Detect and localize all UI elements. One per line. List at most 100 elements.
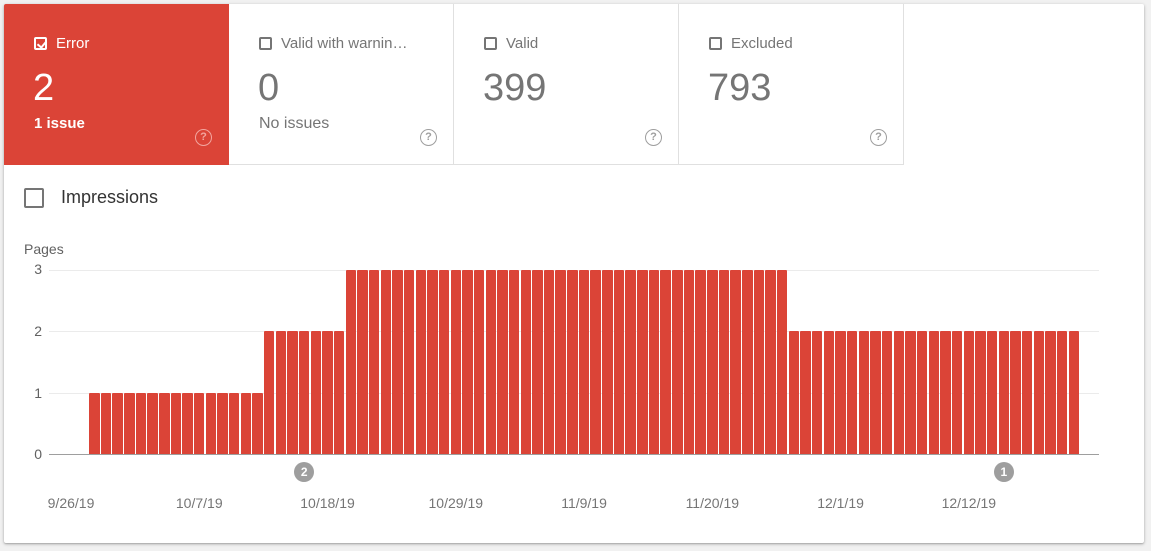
- checkbox-icon[interactable]: [24, 187, 44, 208]
- bar[interactable]: [683, 270, 695, 454]
- bar[interactable]: [916, 331, 928, 454]
- bar[interactable]: [765, 270, 776, 454]
- bar[interactable]: [881, 331, 893, 454]
- bar[interactable]: [182, 392, 193, 454]
- bar[interactable]: [368, 270, 380, 454]
- bar[interactable]: [730, 270, 741, 454]
- bar[interactable]: [975, 331, 986, 454]
- bar[interactable]: [753, 270, 765, 454]
- bar[interactable]: [893, 331, 905, 454]
- bar[interactable]: [951, 331, 963, 454]
- bar[interactable]: [823, 331, 835, 454]
- help-icon[interactable]: ?: [870, 129, 887, 146]
- bar[interactable]: [543, 270, 555, 454]
- bar[interactable]: [170, 392, 182, 454]
- bar[interactable]: [485, 270, 496, 454]
- bar[interactable]: [508, 270, 520, 454]
- bar[interactable]: [846, 331, 858, 454]
- bar[interactable]: [858, 331, 870, 454]
- bar[interactable]: [1056, 331, 1068, 454]
- bar[interactable]: [322, 331, 333, 454]
- bar[interactable]: [392, 270, 403, 454]
- help-icon[interactable]: ?: [645, 129, 662, 146]
- bar[interactable]: [718, 270, 730, 454]
- bar[interactable]: [135, 392, 147, 454]
- bar[interactable]: [427, 270, 438, 454]
- bar[interactable]: [275, 331, 287, 454]
- checkbox-icon[interactable]: [709, 37, 722, 50]
- bar[interactable]: [707, 270, 718, 454]
- bar[interactable]: [473, 270, 485, 454]
- bar-series[interactable]: [88, 270, 1088, 455]
- bar[interactable]: [742, 270, 753, 454]
- tile-valid[interactable]: Valid 399 ?: [454, 4, 679, 165]
- bar[interactable]: [602, 270, 613, 454]
- bar[interactable]: [1033, 331, 1044, 454]
- bar[interactable]: [1021, 331, 1033, 454]
- bar[interactable]: [100, 392, 112, 454]
- bar[interactable]: [497, 270, 508, 454]
- bar[interactable]: [345, 270, 357, 454]
- bar[interactable]: [777, 270, 788, 454]
- help-icon[interactable]: ?: [195, 129, 212, 146]
- bar[interactable]: [403, 270, 415, 454]
- checkbox-icon[interactable]: [484, 37, 497, 50]
- bar[interactable]: [567, 270, 578, 454]
- bar[interactable]: [963, 331, 975, 454]
- bar[interactable]: [532, 270, 543, 454]
- bar[interactable]: [998, 331, 1010, 454]
- bar[interactable]: [870, 331, 881, 454]
- bar[interactable]: [217, 392, 228, 454]
- annotation-marker[interactable]: 1: [993, 462, 1014, 482]
- bar[interactable]: [1045, 331, 1056, 454]
- checkbox-icon[interactable]: [259, 37, 272, 50]
- bar[interactable]: [578, 270, 590, 454]
- checkbox-checked-icon[interactable]: [34, 37, 47, 50]
- bar[interactable]: [788, 331, 800, 454]
- bar[interactable]: [159, 392, 170, 454]
- bar[interactable]: [905, 331, 916, 454]
- bar[interactable]: [147, 392, 158, 454]
- bar[interactable]: [928, 331, 940, 454]
- bar[interactable]: [252, 392, 263, 454]
- bar[interactable]: [263, 331, 275, 454]
- bar[interactable]: [310, 331, 322, 454]
- bar[interactable]: [1010, 331, 1021, 454]
- bar[interactable]: [986, 331, 998, 454]
- bar[interactable]: [380, 270, 392, 454]
- bar[interactable]: [205, 392, 217, 454]
- bar[interactable]: [695, 270, 706, 454]
- bar[interactable]: [415, 270, 427, 454]
- bar[interactable]: [462, 270, 473, 454]
- annotation-marker[interactable]: 2: [294, 462, 315, 482]
- bar[interactable]: [940, 331, 951, 454]
- bar[interactable]: [240, 392, 252, 454]
- bar[interactable]: [194, 392, 205, 454]
- bar[interactable]: [357, 270, 368, 454]
- tile-excluded[interactable]: Excluded 793 ?: [679, 4, 904, 165]
- bar[interactable]: [450, 270, 461, 454]
- bar[interactable]: [520, 270, 531, 454]
- tile-error[interactable]: Error 2 1 issue ?: [4, 4, 229, 165]
- bar[interactable]: [660, 270, 671, 454]
- bar[interactable]: [800, 331, 811, 454]
- tile-valid-with-warnings[interactable]: Valid with warnin… 0 No issues ?: [229, 4, 454, 165]
- bar[interactable]: [625, 270, 636, 454]
- impressions-toggle[interactable]: Impressions: [24, 187, 158, 208]
- bar[interactable]: [287, 331, 298, 454]
- bar[interactable]: [613, 270, 625, 454]
- bar[interactable]: [637, 270, 648, 454]
- bar[interactable]: [648, 270, 660, 454]
- help-icon[interactable]: ?: [420, 129, 437, 146]
- bar[interactable]: [124, 392, 135, 454]
- bar[interactable]: [112, 392, 123, 454]
- bar[interactable]: [89, 392, 100, 454]
- bar[interactable]: [812, 331, 823, 454]
- bar[interactable]: [229, 392, 240, 454]
- bar[interactable]: [835, 331, 846, 454]
- bar[interactable]: [438, 270, 450, 454]
- bar[interactable]: [672, 270, 683, 454]
- bar[interactable]: [590, 270, 601, 454]
- bar[interactable]: [1068, 331, 1079, 454]
- bar[interactable]: [555, 270, 566, 454]
